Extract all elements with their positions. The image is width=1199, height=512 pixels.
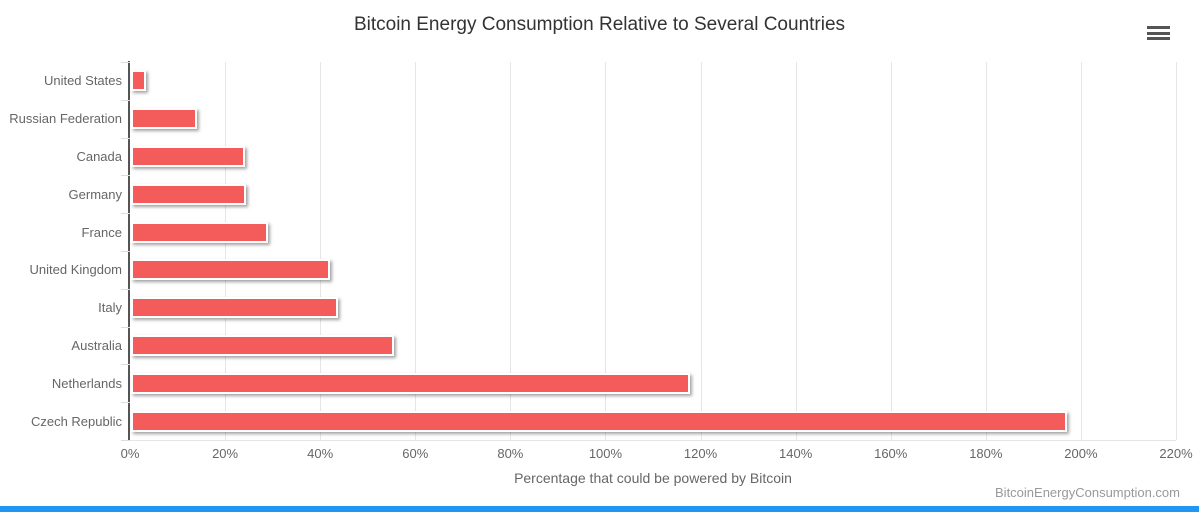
watermark-link[interactable]: BitcoinEnergyConsumption.com [995,485,1180,500]
bar-germany[interactable] [131,183,247,205]
chart-title: Bitcoin Energy Consumption Relative to S… [353,14,846,35]
category-label: Netherlands [51,375,122,391]
x-tick-label: 180% [969,446,1003,461]
hamburger-bar [1147,26,1170,29]
bar-australia[interactable] [131,335,395,356]
x-tick-label: 20% [212,446,239,461]
gridline [225,62,227,440]
gridline [415,62,417,440]
category-label: Germany [68,186,122,202]
bar-united-kingdom[interactable] [131,259,331,281]
category-label: United Kingdom [29,262,123,278]
gridline [985,62,987,440]
bar-canada[interactable] [131,146,245,167]
gridline [1080,62,1082,440]
bar-united-states[interactable] [131,70,146,92]
category-axis-tick [121,99,130,101]
gridline [700,62,702,440]
gridline [795,62,797,440]
gridline [1176,62,1177,440]
category-label: United States [43,73,122,89]
x-tick-label: 220% [1159,446,1193,461]
x-tick-label: 60% [402,446,429,461]
category-axis-tick [121,213,130,215]
category-axis-tick [121,440,130,441]
bar-russian-federation[interactable] [131,108,197,130]
x-tick-label: 80% [497,446,524,461]
category-label: Canada [76,149,122,164]
x-tick-label: 120% [683,446,718,461]
category-axis-tick [121,62,130,63]
x-tick-label: 0% [120,446,140,461]
hamburger-bar [1147,37,1170,40]
x-tick-label: 160% [874,446,908,461]
bar-netherlands[interactable] [131,372,690,394]
category-axis-tick [121,326,130,328]
bar-france[interactable] [131,221,268,243]
x-tick-label: 140% [779,446,813,461]
x-tick-label: 40% [307,446,334,461]
category-axis-tick [121,251,130,252]
category-label: Czech Republic [30,413,122,429]
category-axis-tick [121,175,130,177]
gridline [320,62,322,440]
category-axis-tick [121,364,130,366]
bar-italy[interactable] [131,297,339,319]
category-label: Australia [71,338,122,353]
category-axis-tick [121,137,130,139]
category-label: Italy [98,300,122,316]
gridline [890,62,892,440]
category-axis-tick [121,402,130,404]
category-label: France [81,224,122,240]
x-tick-label: 100% [588,446,623,461]
plot-area [130,62,1177,441]
gridline [605,62,607,440]
plot-bottom-border [130,440,1176,441]
hamburger-bar [1147,31,1170,35]
x-axis-title: Percentage that could be powered by Bitc… [514,470,792,486]
x-tick-label: 200% [1064,446,1098,461]
gridline [510,62,512,440]
category-label: Russian Federation [9,111,122,127]
hamburger-menu-icon[interactable] [1147,26,1170,42]
bar-czech-republic[interactable] [131,410,1068,432]
category-axis-tick [121,288,130,290]
footer-accent-bar [0,506,1199,512]
